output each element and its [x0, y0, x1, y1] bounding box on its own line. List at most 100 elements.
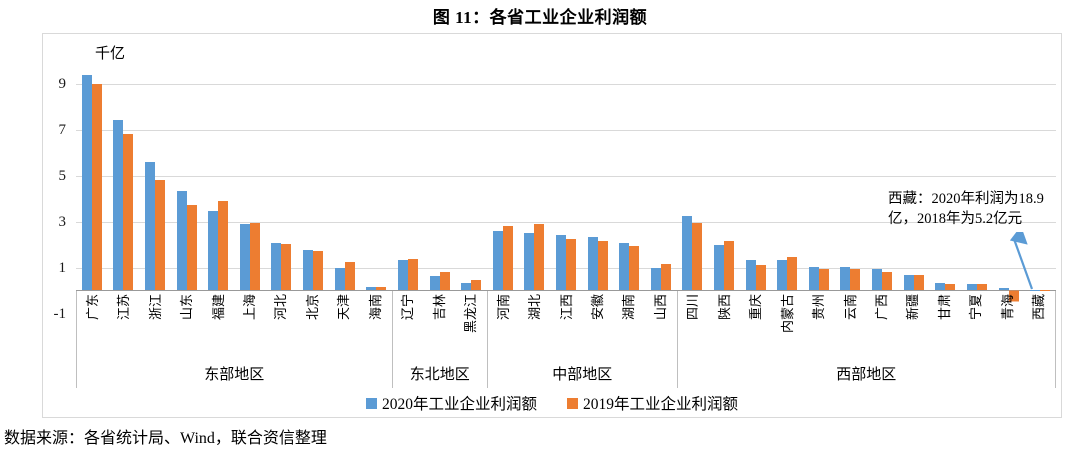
province-labels-row: 广东 江苏 浙江 山东 福建 上海 河北 北京 天津 海南: [77, 291, 392, 361]
region-label-东北地区: 东北地区: [409, 367, 470, 383]
x-axis-label-宁夏: 宁夏: [968, 294, 984, 321]
x-axis-label-河南: 河南: [495, 294, 511, 321]
x-axis-label-slot-浙江: 浙江: [140, 291, 171, 361]
bar-pair-陕西: [708, 61, 740, 290]
bar-2019-北京: [313, 250, 324, 290]
gridline-7: [76, 130, 1056, 131]
bar-pair-河南: [487, 61, 519, 290]
bar-2020-新疆: [903, 275, 914, 290]
bar-pair-广东: [76, 61, 108, 290]
y-axis-unit-label: 千亿: [95, 46, 126, 62]
bar-pair-山西: [645, 61, 677, 290]
bar-2020-贵州: [808, 267, 819, 290]
bar-2019-山西: [660, 263, 671, 290]
bar-2020-广西: [872, 269, 883, 290]
bar-2020-山西: [650, 268, 661, 290]
bar-2020-青海: [998, 287, 1009, 290]
bar-2019-福建: [218, 201, 229, 290]
x-axis-label-slot-福建: 福建: [203, 291, 234, 361]
bar-pair-安徽: [582, 61, 614, 290]
x-axis-label-slot-上海: 上海: [234, 291, 265, 361]
x-axis-label-黑龙江: 黑龙江: [463, 294, 479, 334]
x-axis-label-slot-重庆: 重庆: [740, 291, 771, 361]
bar-pair-重庆: [740, 61, 772, 290]
province-labels-row: 河南 湖北 江西 安徽 湖南 山西: [488, 291, 677, 361]
y-tick-label-1: 1: [58, 260, 67, 276]
bar-2019-广东: [91, 84, 102, 290]
legend: 2020年工业企业利润额 2019年工业企业利润额: [43, 392, 1061, 414]
x-axis-label-slot-宁夏: 宁夏: [961, 291, 992, 361]
x-axis-label-辽宁: 辽宁: [400, 294, 416, 321]
y-tick-label-7: 7: [58, 122, 67, 138]
bar-2019-吉林: [439, 271, 450, 290]
bar-pair-浙江: [139, 61, 171, 290]
bar-pair-青海: [993, 61, 1025, 302]
x-axis-label-山西: 山西: [652, 294, 668, 321]
bar-2019-浙江: [155, 179, 166, 290]
bar-pair-江苏: [108, 61, 140, 290]
bar-pair-四川: [677, 61, 709, 290]
bar-2019-贵州: [818, 269, 829, 290]
x-axis-label-slot-贵州: 贵州: [803, 291, 834, 361]
y-axis-tick-labels: 9 7 5 3 1 -1: [43, 61, 70, 341]
bar-pair-湖南: [613, 61, 645, 290]
bar-pair-黑龙江: [455, 61, 487, 290]
bar-2020-黑龙江: [461, 283, 472, 290]
bar-2020-云南: [840, 267, 851, 290]
x-axis-label-slot-海南: 海南: [360, 291, 391, 361]
region-label-西部地区: 西部地区: [836, 367, 897, 383]
bar-pair-贵州: [803, 61, 835, 290]
bar-2019-青海: [1008, 290, 1019, 302]
x-axis-label-slot-云南: 云南: [835, 291, 866, 361]
x-axis-label-湖北: 湖北: [527, 294, 543, 321]
bar-2020-北京: [303, 249, 314, 290]
bar-2019-河南: [502, 225, 513, 290]
gridline-3: [76, 222, 1056, 223]
bar-2020-陕西: [714, 245, 725, 290]
legend-item-2019: 2019年工业企业利润额: [567, 392, 738, 414]
x-axis-label-重庆: 重庆: [748, 294, 764, 321]
bar-2020-安徽: [587, 237, 598, 290]
bar-2020-四川: [682, 216, 693, 290]
bar-2019-四川: [692, 223, 703, 290]
chart-area: 千亿 9 7 5 3 1 -1 广东 江苏 浙江 山东 福建 上海 河北 北京 天津 海南 东部地区 辽宁 吉林黑…: [42, 33, 1062, 418]
bar-pair-宁夏: [961, 61, 993, 290]
x-axis-label-四川: 四川: [685, 294, 701, 321]
x-axis-label-slot-河北: 河北: [266, 291, 297, 361]
x-axis-label-江苏: 江苏: [116, 294, 132, 321]
bar-2019-海南: [376, 286, 387, 290]
label-group-东部地区: 广东 江苏 浙江 山东 福建 上海 河北 北京 天津 海南 东部地区: [76, 291, 393, 388]
x-axis-label-湖南: 湖南: [621, 294, 637, 321]
bar-2019-安徽: [597, 240, 608, 290]
bar-2020-福建: [208, 210, 219, 290]
x-axis-label-北京: 北京: [304, 294, 320, 321]
bar-pair-山东: [171, 61, 203, 290]
x-axis-label-slot-河南: 河南: [488, 291, 519, 361]
bar-2020-内蒙古: [777, 260, 788, 290]
x-axis-label-slot-湖北: 湖北: [519, 291, 550, 361]
province-labels-row: 四川 陕西 重庆 内蒙古 贵州 云南 广西 新疆 甘肃 宁夏 青海 西藏: [678, 291, 1055, 361]
bar-2019-陕西: [724, 240, 735, 290]
bar-group-中部地区: [487, 61, 677, 290]
bar-2019-江西: [565, 239, 576, 290]
bar-pair-江西: [550, 61, 582, 290]
legend-label-2019: 2019年工业企业利润额: [583, 396, 739, 413]
x-axis-label-贵州: 贵州: [811, 294, 827, 321]
label-group-西部地区: 四川 陕西 重庆 内蒙古 贵州 云南 广西 新疆 甘肃 宁夏 青海 西藏西部地区: [678, 291, 1056, 388]
tibet-annotation-line2: 亿，2018年为5.2亿元: [888, 211, 1023, 227]
bar-2020-湖北: [524, 232, 535, 290]
bar-2019-宁夏: [976, 283, 987, 290]
x-axis-label-slot-新疆: 新疆: [898, 291, 929, 361]
bar-2019-云南: [850, 269, 861, 290]
bar-pair-甘肃: [930, 61, 962, 290]
x-axis-label-slot-甘肃: 甘肃: [929, 291, 960, 361]
y-tick-label-9: 9: [58, 76, 67, 92]
bar-pair-上海: [234, 61, 266, 290]
y-tick-label-5: 5: [58, 168, 67, 184]
x-axis-label-安徽: 安徽: [589, 294, 605, 321]
bar-2019-辽宁: [407, 258, 418, 290]
region-label-中部地区: 中部地区: [552, 367, 613, 383]
x-axis-label-山东: 山东: [179, 294, 195, 321]
x-axis-label-天津: 天津: [336, 294, 352, 321]
tibet-annotation-line1: 西藏：2020年利润为18.9: [888, 191, 1044, 207]
